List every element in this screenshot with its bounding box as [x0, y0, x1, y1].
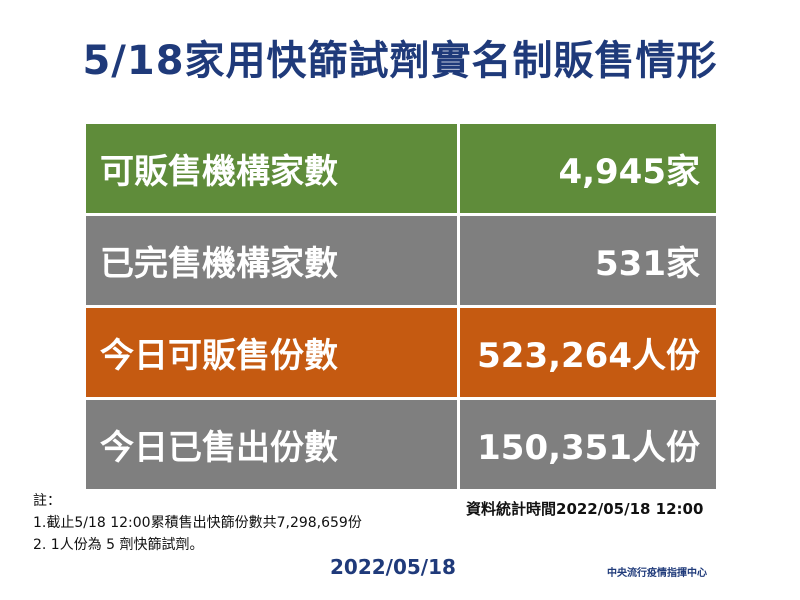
row-label-soldout-institutions: 已完售機構家數 [86, 216, 457, 305]
table-row: 今日可販售份數 523,264人份 [86, 308, 716, 397]
row-value-available-portions: 523,264人份 [460, 308, 716, 397]
publish-date: 2022/05/18 [330, 555, 456, 579]
stats-table: 可販售機構家數 4,945家 已完售機構家數 531家 今日可販售份數 523,… [86, 124, 716, 492]
source-agency: 中央流行疫情指揮中心 [607, 568, 707, 579]
row-label-available-portions: 今日可販售份數 [86, 308, 457, 397]
row-label-available-institutions: 可販售機構家數 [86, 124, 457, 213]
row-value-available-institutions: 4,945家 [460, 124, 716, 213]
table-row: 今日已售出份數 150,351人份 [86, 400, 716, 489]
table-row: 可販售機構家數 4,945家 [86, 124, 716, 213]
table-row: 已完售機構家數 531家 [86, 216, 716, 305]
notes: 註： 1.截止5/18 12:00累積售出快篩份數共7,298,659份 2. … [33, 490, 362, 556]
stats-time: 資料統計時間2022/05/18 12:00 [466, 500, 704, 518]
row-label-sold-portions: 今日已售出份數 [86, 400, 457, 489]
notes-line-2: 2. 1人份為 5 劑快篩試劑。 [33, 537, 204, 553]
notes-line-1: 1.截止5/18 12:00累積售出快篩份數共7,298,659份 [33, 515, 362, 531]
notes-heading: 註： [33, 493, 61, 509]
row-value-sold-portions: 150,351人份 [460, 400, 716, 489]
page-title: 5/18家用快篩試劑實名制販售情形 [82, 38, 718, 84]
row-value-soldout-institutions: 531家 [460, 216, 716, 305]
